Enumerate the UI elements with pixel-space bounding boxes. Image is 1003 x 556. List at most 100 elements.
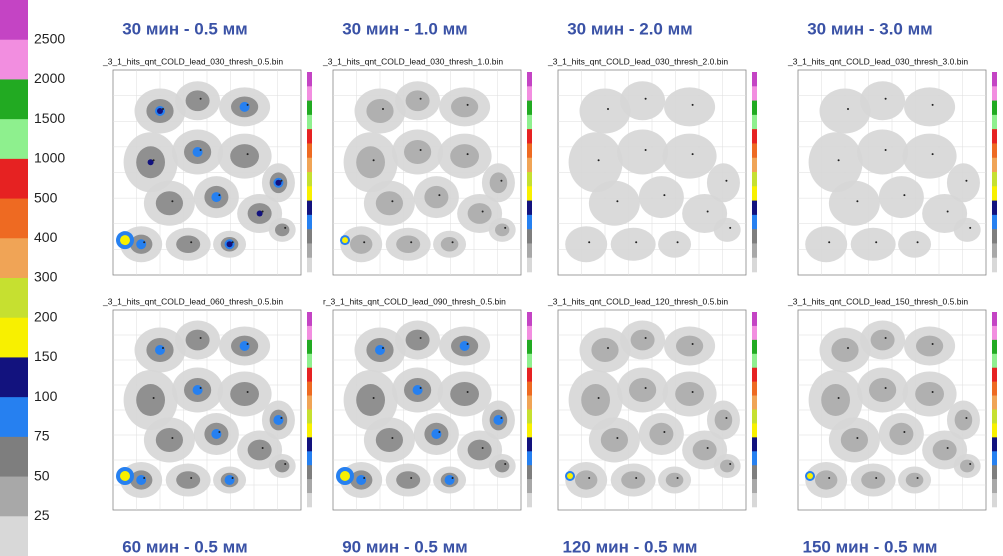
map-city: [280, 417, 283, 419]
map-city: [162, 108, 164, 110]
map-area: [155, 428, 183, 452]
mini-swatch: [307, 339, 312, 355]
mini-swatch: [992, 381, 997, 396]
panel-title: 30 мин - 2.0 мм: [567, 19, 693, 38]
mini-swatch: [527, 423, 532, 438]
map-area: [451, 96, 479, 118]
mini-swatch: [307, 143, 312, 159]
mini-swatch: [992, 257, 997, 273]
map-hot: [807, 473, 813, 479]
mini-swatch: [527, 257, 532, 273]
map-city: [903, 431, 906, 433]
map-hot: [567, 473, 573, 479]
map-area: [366, 99, 394, 123]
map-city: [382, 108, 384, 110]
map-city: [391, 200, 394, 203]
mini-swatch: [307, 451, 312, 466]
map-area: [878, 176, 924, 219]
map-city: [597, 159, 600, 162]
map-area: [682, 194, 728, 233]
map-city: [706, 447, 709, 449]
mini-swatch: [992, 157, 997, 173]
mini-swatch: [752, 229, 757, 244]
map-area: [675, 382, 704, 406]
map-area: [610, 227, 656, 261]
legend-label: 2000: [34, 70, 65, 86]
map-area: [946, 163, 980, 203]
map-area: [905, 472, 924, 488]
mini-swatch: [527, 395, 532, 410]
mini-swatch: [527, 465, 532, 480]
mini-swatch: [992, 243, 997, 259]
mini-swatch: [307, 325, 312, 341]
map-city: [438, 431, 441, 433]
map-hot: [412, 385, 423, 395]
map-city: [199, 387, 202, 389]
mini-swatch: [992, 86, 997, 101]
panel-title: 30 мин - 1.0 мм: [342, 19, 468, 38]
map-city: [644, 149, 647, 151]
map-area: [922, 194, 968, 233]
panel-title: 30 мин - 3.0 мм: [807, 19, 933, 38]
mini-swatch: [992, 100, 997, 116]
mini-swatch: [752, 86, 757, 101]
map-city: [884, 149, 887, 151]
legend-swatch: [0, 397, 28, 438]
map-city: [946, 210, 949, 213]
map-hot: [120, 235, 130, 246]
map-area: [692, 439, 717, 461]
panel-file: _3_1_hits_qnt_COLD_lead_120_thresh_0.5.b…: [547, 296, 728, 306]
map-area: [821, 384, 850, 416]
map-hot: [356, 475, 367, 485]
map-area: [902, 133, 957, 179]
mini-swatch: [992, 229, 997, 244]
map-area: [424, 185, 449, 209]
mini-swatch: [752, 339, 757, 355]
map-area: [828, 180, 880, 226]
map-hot: [224, 475, 235, 485]
mini-swatch: [527, 129, 532, 144]
map-area: [954, 409, 973, 431]
map-area: [230, 382, 259, 406]
mini-swatch: [527, 325, 532, 341]
map-area: [714, 409, 733, 431]
mini-swatch: [752, 312, 757, 327]
map-city: [284, 463, 287, 465]
mini-swatch: [307, 200, 312, 216]
map-city: [261, 447, 264, 449]
mini-swatch: [752, 465, 757, 480]
legend-swatch: [0, 476, 28, 517]
mini-swatch: [992, 353, 997, 369]
legend-swatch: [0, 119, 28, 160]
map-area: [889, 422, 914, 446]
map-city: [828, 241, 831, 244]
map-city: [451, 241, 454, 244]
mini-swatch: [527, 214, 532, 230]
map-area: [638, 176, 684, 219]
panel-file: _3_1_hits_qnt_COLD_lead_030_thresh_0.5.b…: [102, 56, 283, 66]
map-area: [176, 235, 201, 254]
panel-file: _3_1_hits_qnt_COLD_lead_030_thresh_2.0.b…: [547, 56, 728, 66]
legend-label: 1000: [34, 150, 65, 166]
map-area: [662, 133, 717, 179]
legend-label: 75: [34, 428, 50, 444]
map-area: [808, 132, 863, 193]
mini-swatch: [752, 451, 757, 466]
map-city: [725, 179, 728, 182]
mini-swatch: [527, 353, 532, 369]
mini-swatch: [752, 395, 757, 410]
mini-swatch: [307, 493, 312, 508]
mini-swatch: [992, 214, 997, 230]
map: [797, 69, 987, 276]
map-hot: [157, 108, 163, 114]
map-area: [649, 422, 674, 446]
map-area: [706, 163, 740, 203]
mini-swatch: [527, 312, 532, 327]
map-city: [466, 153, 469, 156]
map-area: [870, 329, 895, 351]
map-hot: [192, 385, 203, 395]
legend-label: 200: [34, 308, 58, 324]
map: [112, 69, 302, 276]
map-city: [729, 226, 732, 229]
